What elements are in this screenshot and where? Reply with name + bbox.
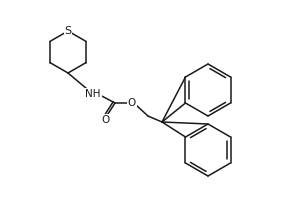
Text: O: O [128, 98, 136, 108]
Text: NH: NH [85, 89, 101, 99]
Text: S: S [64, 26, 72, 36]
Text: O: O [102, 115, 110, 125]
